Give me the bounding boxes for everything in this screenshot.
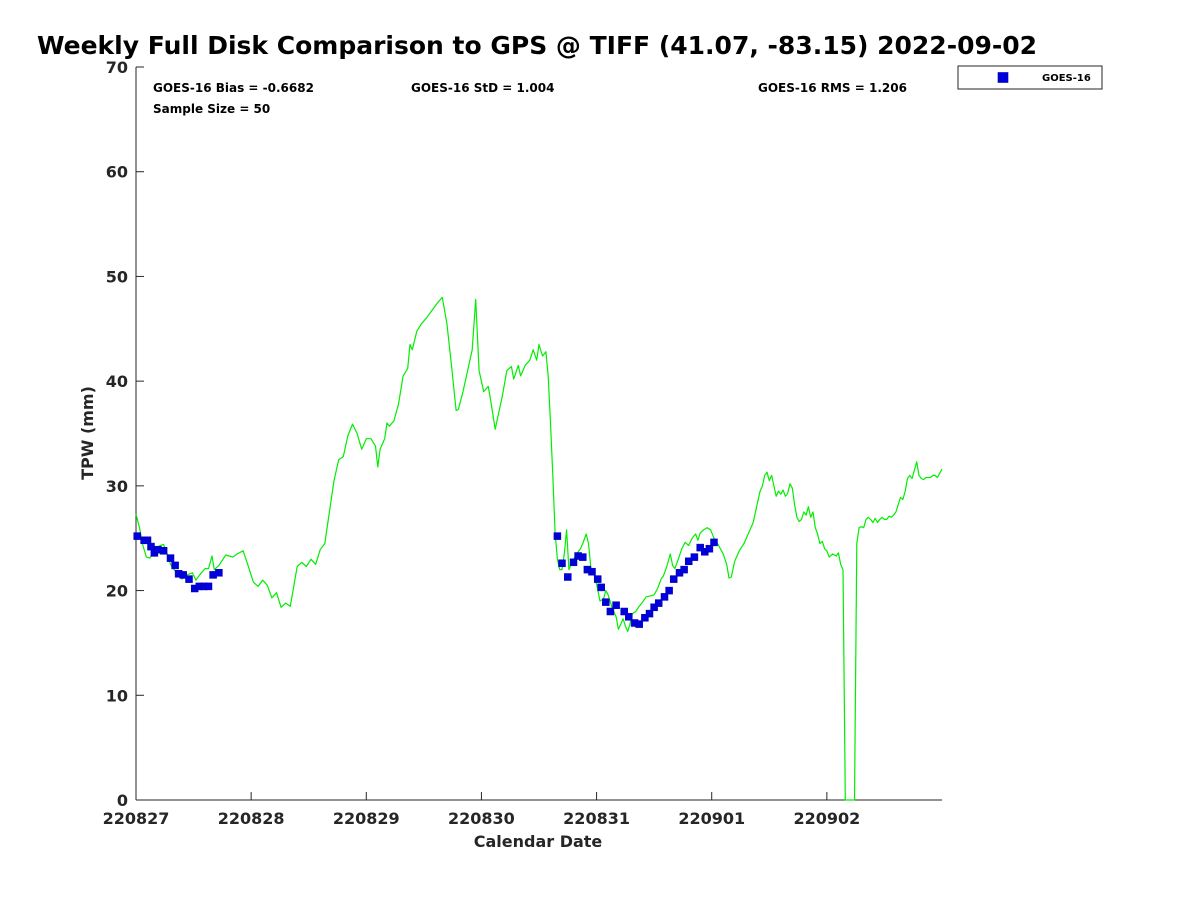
x-ticks: 220827 220828 220829 220830 220831 220901 2209… — [103, 792, 860, 828]
plot-area: 0 10 20 30 40 50 60 70 220827 220828 220829 220830… — [103, 58, 943, 828]
goes16-point — [705, 544, 714, 553]
goes16-point — [690, 553, 699, 561]
goes16-point — [660, 593, 669, 601]
y-tick-label: 70 — [106, 58, 128, 77]
goes16-point — [654, 599, 663, 607]
goes16-point — [669, 575, 678, 583]
goes16-point — [171, 561, 179, 570]
goes16-point — [593, 575, 602, 583]
legend-marker-goes16 — [997, 72, 1009, 83]
goes16-point — [641, 614, 649, 622]
y-ticks: 0 10 20 30 40 50 60 70 — [106, 58, 144, 810]
goes16-point — [650, 603, 658, 612]
goes16-point — [143, 536, 152, 545]
bias-annotation: GOES-16 Bias = -0.6682 — [153, 81, 314, 95]
goes16-point — [645, 609, 654, 618]
x-tick-label: 220901 — [678, 809, 745, 828]
goes16-point — [620, 607, 628, 616]
x-tick-label: 220830 — [448, 809, 515, 828]
stats-annotations: GOES-16 Bias = -0.6682 GOES-16 StD = 1.0… — [153, 81, 907, 116]
goes16-point — [147, 542, 155, 551]
goes16-point — [588, 567, 596, 576]
goes16-point — [579, 553, 587, 561]
goes16-point — [569, 558, 578, 567]
chart-title: Weekly Full Disk Comparison to GPS @ TIF… — [37, 31, 1037, 60]
goes16-point — [680, 565, 688, 574]
goes16-point — [665, 586, 673, 595]
sample-size-annotation: Sample Size = 50 — [153, 102, 270, 116]
goes16-point — [166, 554, 175, 562]
legend: GOES-16 — [957, 65, 1103, 90]
goes16-point — [553, 532, 562, 540]
goes16-point — [179, 571, 187, 579]
y-tick-label: 10 — [106, 686, 128, 705]
x-tick-label: 220829 — [333, 809, 400, 828]
goes16-point — [625, 613, 633, 621]
y-tick-label: 30 — [106, 477, 128, 496]
y-tick-label: 20 — [106, 582, 128, 601]
x-tick-label: 220828 — [218, 809, 285, 828]
gps-line — [135, 296, 943, 801]
goes16-point — [602, 598, 610, 606]
y-tick-label: 0 — [117, 791, 128, 810]
goes16-point — [204, 582, 213, 591]
x-tick-label: 220831 — [563, 809, 630, 828]
y-axis-label: TPW (mm) — [78, 386, 97, 480]
y-tick-label: 50 — [106, 267, 128, 286]
goes16-point — [597, 583, 605, 592]
goes16-point — [558, 559, 566, 568]
std-annotation: GOES-16 StD = 1.004 — [411, 81, 554, 95]
legend-label-goes16: GOES-16 — [1042, 73, 1091, 84]
goes16-point — [159, 547, 168, 555]
goes16-point — [564, 573, 572, 581]
x-axis-label: Calendar Date — [474, 832, 603, 851]
y-tick-label: 60 — [106, 163, 128, 182]
series-group — [133, 296, 943, 801]
y-tick-label: 40 — [106, 372, 128, 391]
goes16-point — [133, 532, 141, 540]
goes16-point — [215, 569, 223, 577]
goes16-point — [684, 557, 693, 566]
x-tick-label: 220902 — [793, 809, 860, 828]
goes16-point — [185, 575, 193, 583]
goes16-point — [635, 620, 643, 628]
goes16-point — [710, 538, 718, 547]
goes16-point — [696, 543, 704, 552]
axes-frame — [136, 67, 942, 800]
legend-box — [957, 65, 1103, 90]
goes16-point — [612, 601, 620, 609]
goes16-point — [606, 607, 615, 616]
x-tick-label: 220827 — [103, 809, 170, 828]
rms-annotation: GOES-16 RMS = 1.206 — [758, 81, 907, 95]
